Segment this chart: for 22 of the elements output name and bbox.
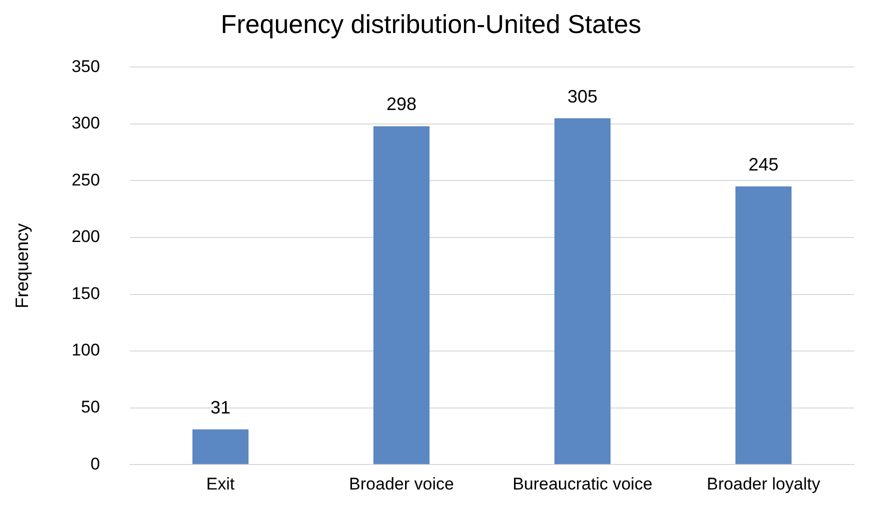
x-tick-label: Bureaucratic voice xyxy=(512,474,652,494)
chart-title: Frequency distribution-United States xyxy=(220,8,642,39)
y-tick-label: 100 xyxy=(72,340,100,360)
y-tick-label: 50 xyxy=(81,398,100,417)
y-tick-label: 0 xyxy=(90,454,100,474)
data-label: 305 xyxy=(567,86,598,106)
bar xyxy=(554,118,611,464)
x-tick-label: Exit xyxy=(206,474,235,494)
x-tick-label: Broader voice xyxy=(349,474,454,494)
y-tick-label: 350 xyxy=(72,56,100,76)
x-tick-label: Broader loyalty xyxy=(706,474,821,494)
bar xyxy=(373,126,430,464)
y-tick-label: 150 xyxy=(72,284,100,303)
bar xyxy=(192,429,249,464)
data-label: 31 xyxy=(210,397,230,418)
y-tick-label: 250 xyxy=(72,170,100,190)
y-tick-label: 200 xyxy=(72,227,100,246)
bar xyxy=(735,186,792,464)
data-label: 298 xyxy=(386,94,416,114)
y-tick-label: 300 xyxy=(72,114,100,133)
y-axis-title: Frequency xyxy=(12,223,32,308)
data-label: 245 xyxy=(748,154,779,174)
